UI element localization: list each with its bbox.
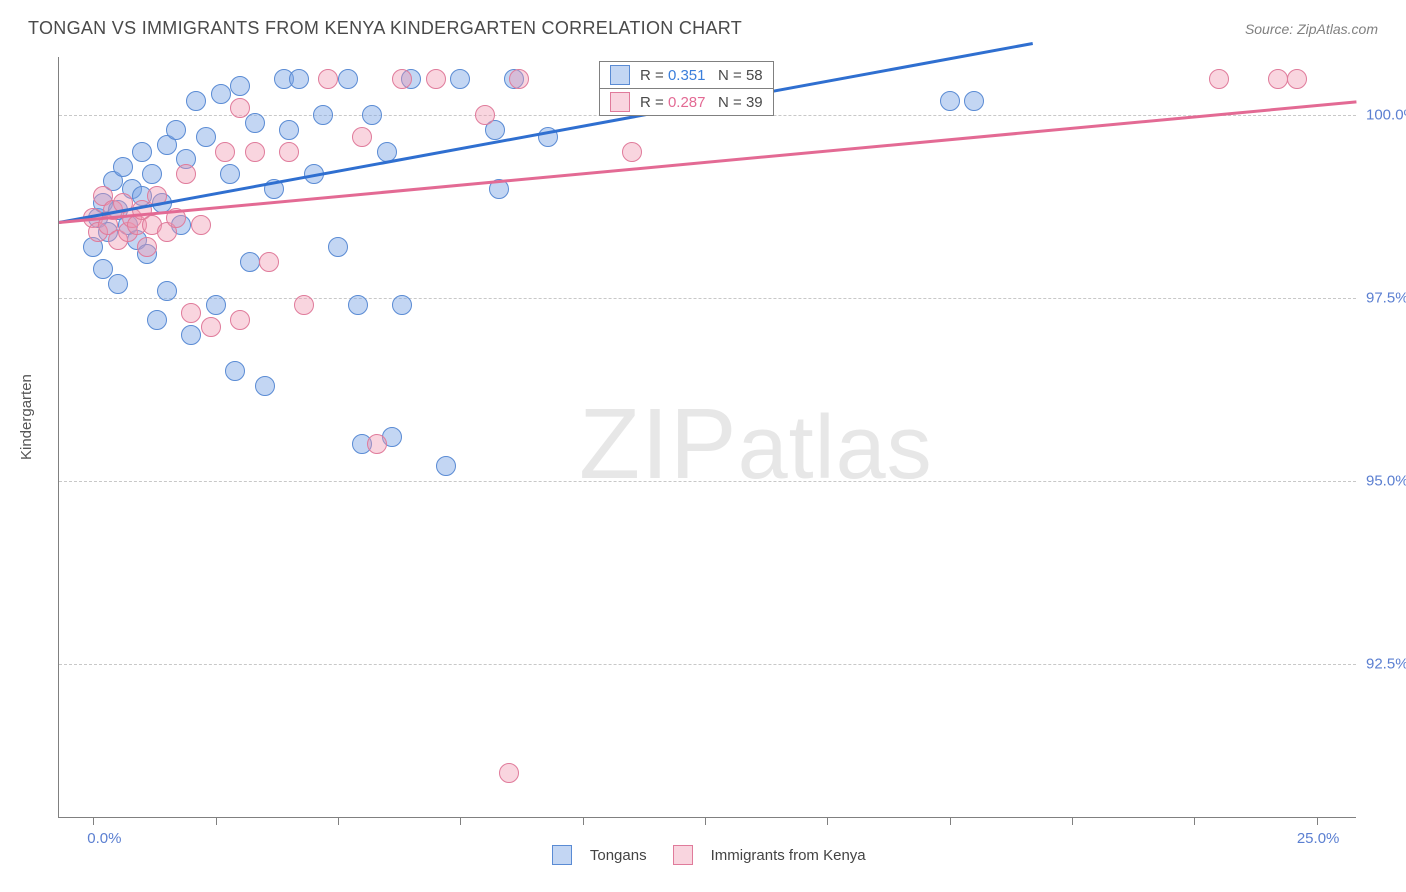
x-tick-label: 0.0% <box>87 830 121 847</box>
gridline <box>59 298 1356 299</box>
data-point <box>211 84 231 104</box>
data-point <box>392 295 412 315</box>
x-tick <box>338 817 339 825</box>
legend-swatch <box>673 845 693 865</box>
data-point <box>220 164 240 184</box>
data-point <box>279 120 299 140</box>
data-point <box>1287 69 1307 89</box>
legend-swatch <box>552 845 572 865</box>
data-point <box>622 142 642 162</box>
legend-item: Tongans <box>552 845 647 865</box>
data-point <box>132 142 152 162</box>
legend-swatch <box>610 65 630 85</box>
series-legend: Tongans Immigrants from Kenya <box>552 845 866 865</box>
legend-item: Immigrants from Kenya <box>673 845 866 865</box>
x-tick <box>93 817 94 825</box>
data-point <box>499 763 519 783</box>
stats-legend-row: R = 0.287 N = 39 <box>600 89 773 115</box>
data-point <box>352 127 372 147</box>
data-point <box>362 105 382 125</box>
data-point <box>108 274 128 294</box>
data-point <box>338 69 358 89</box>
data-point <box>137 237 157 257</box>
data-point <box>230 76 250 96</box>
data-point <box>176 164 196 184</box>
data-point <box>426 69 446 89</box>
y-tick-label: 100.0% <box>1366 107 1406 124</box>
data-point <box>392 69 412 89</box>
legend-label: Immigrants from Kenya <box>711 847 866 864</box>
data-point <box>289 69 309 89</box>
gridline <box>59 481 1356 482</box>
data-point <box>259 252 279 272</box>
data-point <box>509 69 529 89</box>
data-point <box>1209 69 1229 89</box>
data-point <box>436 456 456 476</box>
x-tick <box>460 817 461 825</box>
data-point <box>255 376 275 396</box>
x-tick-label: 25.0% <box>1297 830 1340 847</box>
y-tick-label: 92.5% <box>1366 655 1406 672</box>
data-point <box>206 295 226 315</box>
data-point <box>196 127 216 147</box>
x-tick <box>950 817 951 825</box>
data-point <box>166 120 186 140</box>
stats-text: R = 0.351 N = 58 <box>640 67 763 84</box>
data-point <box>157 281 177 301</box>
gridline <box>59 664 1356 665</box>
stats-text: R = 0.287 N = 39 <box>640 94 763 111</box>
data-point <box>240 252 260 272</box>
data-point <box>450 69 470 89</box>
data-point <box>313 105 333 125</box>
data-point <box>1268 69 1288 89</box>
x-tick <box>705 817 706 825</box>
data-point <box>318 69 338 89</box>
data-point <box>215 142 235 162</box>
data-point <box>113 157 133 177</box>
data-point <box>964 91 984 111</box>
stats-legend-row: R = 0.351 N = 58 <box>600 62 773 89</box>
source-label: Source: ZipAtlas.com <box>1245 21 1378 37</box>
legend-swatch <box>610 92 630 112</box>
x-tick <box>827 817 828 825</box>
data-point <box>181 325 201 345</box>
data-point <box>245 142 265 162</box>
data-point <box>348 295 368 315</box>
stats-legend: R = 0.351 N = 58 R = 0.287 N = 39 <box>599 61 774 116</box>
data-point <box>940 91 960 111</box>
data-point <box>475 105 495 125</box>
x-tick <box>1317 817 1318 825</box>
data-point <box>142 164 162 184</box>
data-point <box>181 303 201 323</box>
legend-label: Tongans <box>590 847 647 864</box>
data-point <box>328 237 348 257</box>
data-point <box>147 310 167 330</box>
data-point <box>225 361 245 381</box>
data-point <box>201 317 221 337</box>
scatter-plot: ZIPatlas 92.5%95.0%97.5%100.0%0.0%25.0%R… <box>58 57 1356 818</box>
data-point <box>230 310 250 330</box>
data-point <box>367 434 387 454</box>
x-tick <box>216 817 217 825</box>
data-point <box>279 142 299 162</box>
data-point <box>294 295 314 315</box>
chart-title: TONGAN VS IMMIGRANTS FROM KENYA KINDERGA… <box>28 18 742 39</box>
x-tick <box>1194 817 1195 825</box>
watermark-zip: ZIP <box>579 388 738 500</box>
data-point <box>245 113 265 133</box>
watermark: ZIPatlas <box>579 387 933 502</box>
data-point <box>230 98 250 118</box>
y-tick-label: 97.5% <box>1366 290 1406 307</box>
y-tick-label: 95.0% <box>1366 472 1406 489</box>
y-axis-label: Kindergarten <box>18 374 35 460</box>
watermark-atlas: atlas <box>738 398 933 498</box>
data-point <box>186 91 206 111</box>
x-tick <box>583 817 584 825</box>
x-tick <box>1072 817 1073 825</box>
data-point <box>191 215 211 235</box>
